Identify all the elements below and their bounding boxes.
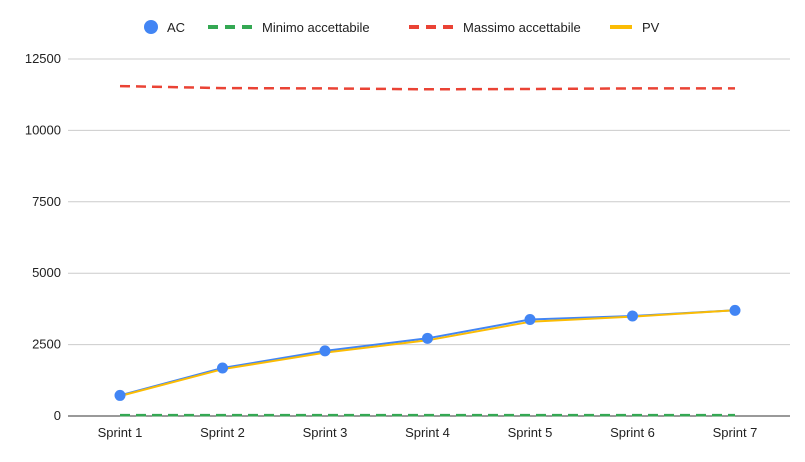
series-line-massimo-accettabile: [119, 84, 735, 91]
y-tick-label: 7500: [32, 194, 61, 209]
x-axis-ticks: Sprint 1 Sprint 2 Sprint 3 Sprint 4 Sprint 5…: [98, 425, 758, 440]
x-tick-label: Sprint 4: [405, 425, 450, 440]
y-tick-label: 5000: [32, 265, 61, 280]
gridlines: [68, 58, 790, 346]
legend-marker-ac: [144, 20, 158, 34]
legend-label-massimo-accettabile: Massimo accettabile: [463, 20, 581, 35]
series-layer: [114, 84, 741, 417]
y-axis-ticks: 0 2500 5000 7500 10000 12500: [25, 51, 61, 423]
x-tick-label: Sprint 6: [610, 425, 655, 440]
data-point-ac: [422, 332, 433, 344]
legend-label-pv: PV: [642, 20, 660, 35]
x-tick-label: Sprint 3: [303, 425, 348, 440]
data-point-ac: [627, 310, 638, 322]
y-tick-label: 0: [54, 408, 61, 423]
series-line-ac: [119, 309, 736, 397]
x-tick-label: Sprint 2: [200, 425, 245, 440]
series-line-pv: [119, 309, 736, 397]
data-point-ac: [729, 304, 741, 316]
x-tick-label: Sprint 5: [508, 425, 553, 440]
y-tick-label: 10000: [25, 122, 61, 137]
data-point-ac: [217, 362, 228, 374]
legend-label-minimo-accettabile: Minimo accettabile: [262, 20, 370, 35]
y-tick-label: 12500: [25, 51, 61, 66]
data-point-ac: [524, 313, 536, 325]
x-tick-label: Sprint 1: [98, 425, 143, 440]
data-point-ac: [114, 389, 126, 401]
data-point-ac: [319, 345, 331, 357]
legend: AC Minimo accettabile Massimo accettabile P…: [144, 20, 660, 35]
legend-label-ac: AC: [167, 20, 185, 35]
x-tick-label: Sprint 7: [713, 425, 758, 440]
y-tick-label: 2500: [32, 337, 61, 352]
